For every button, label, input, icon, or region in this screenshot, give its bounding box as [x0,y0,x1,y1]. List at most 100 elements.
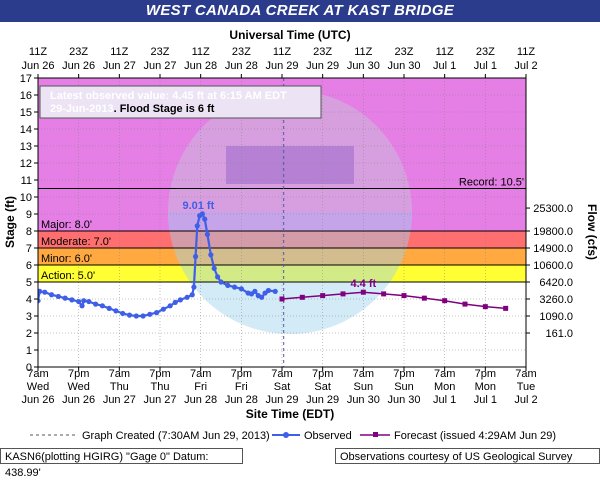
observed-point [199,211,205,217]
x-tick-time: 7am [109,368,130,380]
y-tick-label: 8 [26,226,32,238]
observed-point [192,253,199,260]
top-tick-date: Jun 28 [225,60,258,72]
footer-credit: Observations courtesy of US Geological S… [335,448,600,464]
observed-point [62,295,68,301]
x-tick-day: Fri [235,381,248,393]
y-tick-label: 14 [20,124,32,136]
info-label: Latest observed value: [50,90,172,102]
observed-point [133,313,139,319]
x-tick-day: Sat [274,381,291,393]
info-box: Latest observed value: 4.45 ft at 6:15 A… [39,85,322,119]
x-tick-day: Sun [394,381,414,393]
y-tick-label: 4 [26,294,32,306]
x-tick-time: 7am [190,368,211,380]
observed-point [177,297,183,303]
forecast-point [381,291,387,297]
stage-label: Minor: 6.0' [41,253,92,265]
flow-tick-label: 161.0 [545,328,573,340]
x-tick-day: Tue [517,381,536,393]
legend-forecast-marker [373,432,378,437]
y-tick-label: 5 [26,277,32,289]
stage-label: Major: 8.0' [41,219,92,231]
observed-point [218,279,224,285]
y-tick-label: 11 [21,175,32,187]
x-tick-day: Wed [67,381,89,393]
x-tick-time: 7am [434,368,455,380]
x-tick-date: Jun 30 [387,394,420,406]
hydrograph-chart: Record: 10.5' Major: 8.0' Moderate: 7.0' Mi… [3,28,599,442]
observed-point [167,303,173,309]
observed-point [38,288,43,294]
legend: Graph Created (7:30AM Jun 29, 2013) Obse… [30,430,556,442]
x-tick-time: 7am [515,368,536,380]
observed-point [231,284,238,290]
observed-point [81,298,87,304]
top-tick-time: 11Z [110,46,128,58]
svg-text:Latest observed value: 4.45 ft: Latest observed value: 4.45 ft at 6:15 A… [50,90,287,102]
forecast-point [340,291,346,297]
x-tick-date: Jul 1 [433,394,456,406]
x-tick-time: 7am [353,368,374,380]
top-tick-date: Jun 28 [184,60,217,72]
x-tick-date: Jun 29 [306,394,339,406]
y-tick-label: 15 [20,107,32,119]
x-tick-time: 7pm [68,368,89,380]
y-tick-label: 2 [26,328,32,340]
observed-point [69,297,75,303]
observed-point [106,305,112,311]
y-tick-label: 3 [26,311,32,323]
info-latest-date: 29-Jun-2013 [50,103,114,115]
x-tick-day: Wed [27,381,49,393]
x-tick-date: Jun 28 [225,394,258,406]
observed-point [48,292,55,298]
observed-point [79,303,85,309]
flow-tick-label: 25300.0 [533,203,573,215]
x-tick-date: Jun 28 [184,394,217,406]
observed-point [259,294,265,300]
top-tick-time: 23Z [476,46,495,58]
right-axis-title: Flow (cfs) [585,204,599,260]
forecast-point [299,294,305,300]
chart-title: WEST CANADA CREEK AT KAST BRIDGE [145,2,455,19]
top-tick-date: Jun 29 [306,60,339,72]
observed-point [204,231,211,237]
noaa-seal-lower [168,212,412,334]
x-tick-day: Mon [434,381,455,393]
top-tick-date: Jun 29 [265,60,298,72]
observed-point [189,292,195,298]
observed-point [252,288,258,294]
legend-observed: Observed [304,430,352,442]
observed-point [99,303,105,309]
forecast-point [442,298,448,304]
stage-label: Action: 5.0' [41,270,95,282]
data-series [38,211,509,319]
observed-point [154,310,160,316]
peak-label: 9.01 ft [182,200,214,212]
observed-point [172,299,178,305]
x-tick-day: Fri [194,381,207,393]
top-tick-time: 23Z [395,46,414,58]
svg-text:29-Jun-2013. Flood Stage is 6: 29-Jun-2013. Flood Stage is 6 ft [50,103,215,115]
observed-point [120,310,126,317]
y-tick-label: 12 [20,158,32,170]
top-tick-date: Jun 26 [21,60,54,72]
x-tick-time: 7am [27,368,48,380]
observed-point [215,274,221,280]
x-tick-date: Jun 26 [21,394,54,406]
forecast-point [320,293,326,299]
top-tick-date: Jun 26 [62,60,95,72]
top-tick-time: 11Z [354,46,372,58]
top-axis-title: Universal Time (UTC) [229,28,350,42]
top-tick-date: Jul 1 [474,60,497,72]
forecast-point [401,293,407,299]
top-tick-time: 23Z [232,46,251,58]
title-bar [0,0,600,22]
top-tick-date: Jun 27 [143,60,176,72]
observed-point [42,289,48,295]
top-tick-time: 23Z [69,46,88,58]
observed-point [86,298,92,305]
forecast-line [281,291,506,310]
x-tick-date: Jun 27 [143,394,176,406]
flow-tick-label: 10600.0 [533,260,573,272]
